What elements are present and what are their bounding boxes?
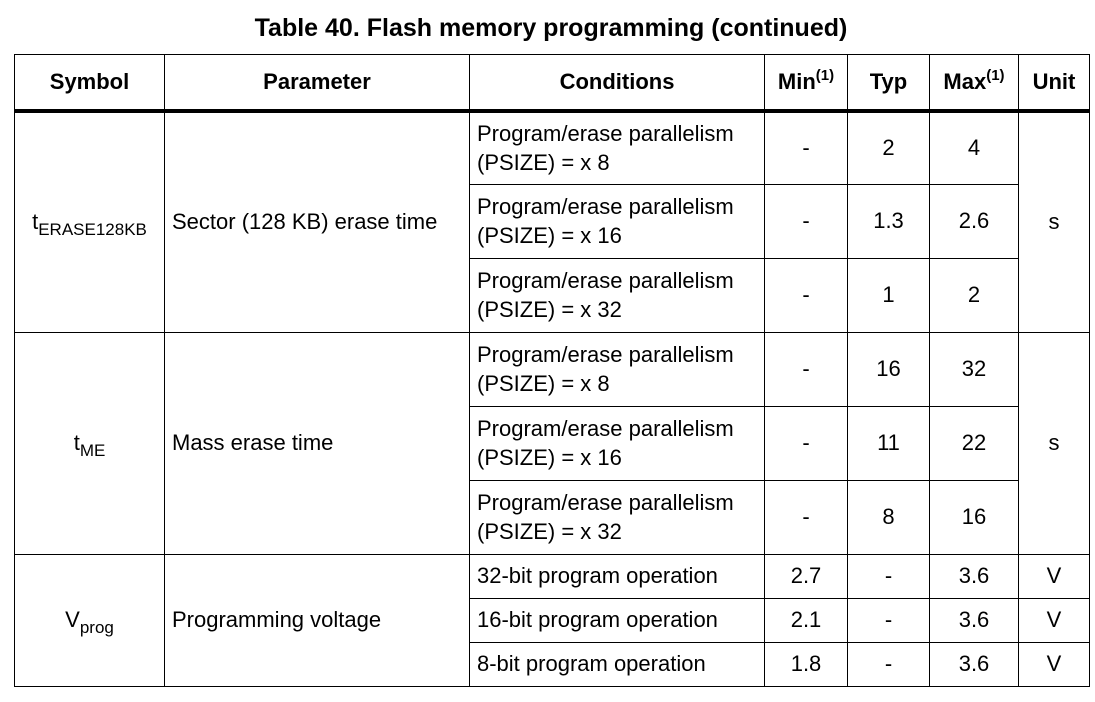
header-min-label: Min xyxy=(777,69,816,94)
condition-line: Program/erase parallelism xyxy=(477,121,734,147)
condition-line: Program/erase parallelism xyxy=(477,342,734,367)
unit-cell: s xyxy=(1018,331,1090,555)
condition-line: Program/erase parallelism xyxy=(477,194,734,219)
condition-line: (PSIZE) = x 16 xyxy=(477,445,622,470)
max-cell: 3.6 xyxy=(929,553,1019,599)
table-title: Table 40. Flash memory programming (cont… xyxy=(254,14,848,42)
max-cell: 22 xyxy=(929,405,1019,481)
condition-line: Program/erase parallelism xyxy=(477,268,734,293)
unit-cell: V xyxy=(1018,553,1090,599)
table-row: Program/erase parallelism (PSIZE) = x 16 … xyxy=(15,183,1090,259)
typ-cell: 16 xyxy=(847,331,930,407)
footnote-ref-max: (1) xyxy=(986,67,1005,84)
parameter-cell: Sector (128 KB) erase time xyxy=(164,110,470,333)
table-row: 16-bit program operation 2.1 - 3.6 V xyxy=(15,597,1090,643)
typ-cell: 2 xyxy=(847,110,930,185)
header-parameter: Parameter xyxy=(164,54,470,113)
min-cell: 1.8 xyxy=(764,641,848,687)
unit-cell: s xyxy=(1018,110,1090,333)
min-cell: 2.1 xyxy=(764,597,848,643)
min-cell: - xyxy=(764,110,848,185)
condition-line: (PSIZE) = x 32 xyxy=(477,297,622,322)
max-cell: 2 xyxy=(929,257,1019,333)
header-min: Min(1) xyxy=(764,54,848,113)
max-cell: 3.6 xyxy=(929,597,1019,643)
min-cell: - xyxy=(764,405,848,481)
header-row: Symbol Parameter Conditions Min(1) Typ M… xyxy=(14,54,1090,113)
condition-line: (PSIZE) = x 8 xyxy=(477,371,610,396)
condition-line: (PSIZE) = x 16 xyxy=(477,223,622,248)
header-symbol: Symbol xyxy=(14,54,165,113)
conditions-cell: 32-bit program operation xyxy=(469,553,765,599)
table-row: Program/erase parallelism (PSIZE) = x 16 … xyxy=(15,405,1090,481)
typ-cell: - xyxy=(847,553,930,599)
conditions-cell: 8-bit program operation xyxy=(469,641,765,687)
table-row: tERASE128KB Sector (128 KB) erase time P… xyxy=(14,110,1090,333)
symbol-subscript: prog xyxy=(79,618,114,637)
conditions-cell: Program/erase parallelism (PSIZE) = x 8 xyxy=(469,331,765,407)
unit-cell: V xyxy=(1018,597,1090,643)
typ-cell: - xyxy=(847,597,930,643)
typ-cell: 1.3 xyxy=(847,183,930,259)
flash-programming-table: Symbol Parameter Conditions Min(1) Typ M… xyxy=(14,54,1090,687)
symbol-subscript: ME xyxy=(79,441,106,460)
condition-line: Program/erase parallelism xyxy=(477,490,734,515)
max-cell: 16 xyxy=(929,479,1019,555)
conditions-cell: Program/erase parallelism (PSIZE) = x 32 xyxy=(469,257,765,333)
typ-cell: 11 xyxy=(847,405,930,481)
symbol-cell: Vprog xyxy=(14,553,165,687)
header-typ: Typ xyxy=(847,54,930,113)
unit-cell: V xyxy=(1018,641,1090,687)
symbol-main: t xyxy=(32,209,39,235)
max-cell: 4 xyxy=(929,110,1019,185)
symbol-subscript: ERASE128KB xyxy=(38,220,147,240)
table-row: Program/erase parallelism (PSIZE) = x 32 … xyxy=(15,257,1090,333)
table-row: Vprog Programming voltage 32-bit program… xyxy=(14,553,1090,687)
condition-line: (PSIZE) = x 8 xyxy=(477,150,610,176)
footnote-ref-min: (1) xyxy=(815,67,835,84)
min-cell: - xyxy=(764,257,848,333)
conditions-cell: Program/erase parallelism (PSIZE) = x 8 xyxy=(469,110,765,185)
table-row: tME Mass erase time Program/erase parall… xyxy=(14,331,1090,555)
min-cell: - xyxy=(764,479,848,555)
symbol-main: V xyxy=(65,607,80,632)
typ-cell: 8 xyxy=(847,479,930,555)
symbol-cell: tME xyxy=(14,331,165,555)
symbol-main: t xyxy=(73,430,80,455)
header-conditions: Conditions xyxy=(469,54,765,113)
conditions-cell: Program/erase parallelism (PSIZE) = x 16 xyxy=(469,183,765,259)
max-cell: 32 xyxy=(929,331,1019,407)
max-cell: 2.6 xyxy=(929,183,1019,259)
min-cell: - xyxy=(764,331,848,407)
typ-cell: 1 xyxy=(847,257,930,333)
table-row: Program/erase parallelism (PSIZE) = x 32 … xyxy=(15,479,1090,555)
max-cell: 3.6 xyxy=(929,641,1019,687)
header-unit: Unit xyxy=(1018,54,1090,113)
parameter-cell: Programming voltage xyxy=(164,553,470,687)
parameter-cell: Mass erase time xyxy=(164,331,470,555)
header-max-label: Max xyxy=(943,69,987,94)
conditions-cell: Program/erase parallelism (PSIZE) = x 16 xyxy=(469,405,765,481)
min-cell: - xyxy=(764,183,848,259)
condition-line: Program/erase parallelism xyxy=(477,416,734,441)
condition-line: (PSIZE) = x 32 xyxy=(477,519,622,544)
header-max: Max(1) xyxy=(929,54,1019,113)
typ-cell: - xyxy=(847,641,930,687)
symbol-cell: tERASE128KB xyxy=(14,110,165,333)
conditions-cell: Program/erase parallelism (PSIZE) = x 32 xyxy=(469,479,765,555)
conditions-cell: 16-bit program operation xyxy=(469,597,765,643)
table-row: 8-bit program operation 1.8 - 3.6 V xyxy=(15,641,1090,687)
min-cell: 2.7 xyxy=(764,553,848,599)
